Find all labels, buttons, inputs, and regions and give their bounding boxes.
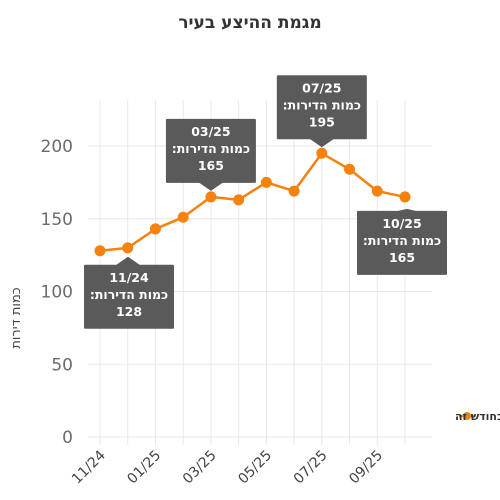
tooltip-label: כמות הדירות: <box>283 97 361 112</box>
tooltip-arrow <box>115 256 141 266</box>
tooltip-label: כמות הדירות: <box>90 287 168 302</box>
legend-label: כמות הדירות המוצעות בחודש זה <box>455 410 500 423</box>
tooltip: 10/25 כמות הדירות: 165 <box>357 208 447 275</box>
y-tick-label: 0 <box>62 428 73 448</box>
x-tick-label: 05/25 <box>235 448 275 488</box>
data-point[interactable] <box>399 191 411 203</box>
series-line <box>99 152 406 253</box>
y-tick-label: 50 <box>51 355 73 375</box>
x-tick-label: 11/24 <box>69 447 109 487</box>
tooltip-box <box>165 118 256 183</box>
data-point[interactable] <box>288 185 300 197</box>
tooltip-box <box>357 210 447 275</box>
tooltip-date: 03/25 <box>191 124 230 139</box>
tooltip: 11/24 כמות הדירות: 128 <box>84 256 174 329</box>
x-tick-label: 09/25 <box>346 448 386 488</box>
tooltip-date: 07/25 <box>302 80 341 95</box>
tooltip-arrow <box>197 181 224 191</box>
tooltip-value: 165 <box>389 250 415 265</box>
tooltips: 11/24 כמות הדירות: 128 03/25 כמות הדירות: 165… <box>84 75 447 329</box>
x-axis-ticks: 11/24 01/25 03/25 05/25 07/25 09/25 <box>69 447 386 487</box>
x-tick-label: 07/25 <box>291 448 331 488</box>
data-point[interactable] <box>149 223 161 235</box>
tooltip-value: 128 <box>116 304 142 319</box>
tooltip-arrow <box>394 208 420 212</box>
tooltip-date: 11/24 <box>109 270 149 285</box>
tooltip-box <box>84 264 174 329</box>
data-point[interactable] <box>371 185 383 197</box>
tooltip-box <box>276 75 367 140</box>
y-tick-label: 200 <box>41 137 73 157</box>
chart-title: מגמת ההיצע בעיר <box>178 13 321 33</box>
x-tick-label: 01/25 <box>124 448 164 488</box>
x-tick-label: 03/25 <box>180 448 220 488</box>
y-tick-label: 150 <box>41 210 73 230</box>
y-axis-label: כמות דירות <box>9 287 24 348</box>
tooltip: 07/25 כמות הדירות: 195 <box>276 75 367 148</box>
tooltip-value: 165 <box>198 158 224 173</box>
data-point[interactable] <box>233 194 245 206</box>
data-point[interactable] <box>177 211 189 223</box>
y-axis-ticks: 0 50 100 150 200 <box>41 137 73 448</box>
data-point[interactable] <box>344 163 356 175</box>
data-point[interactable] <box>205 191 217 203</box>
y-tick-label: 100 <box>41 283 73 303</box>
tooltip-label: כמות הדירות: <box>172 141 250 156</box>
tooltip-label: כמות הדירות: <box>363 233 441 248</box>
tooltip-date: 10/25 <box>382 216 421 231</box>
tooltip-arrow <box>308 138 335 148</box>
legend-marker-icon <box>463 412 471 420</box>
data-point[interactable] <box>260 176 272 188</box>
data-point[interactable] <box>122 242 134 254</box>
data-point[interactable] <box>94 245 106 257</box>
legend[interactable]: כמות הדירות המוצעות בחודש זה <box>455 410 500 423</box>
series-line-group <box>94 147 411 257</box>
tooltip-value: 195 <box>309 114 335 129</box>
data-point[interactable] <box>316 147 328 159</box>
tooltip: 03/25 כמות הדירות: 165 <box>165 118 256 191</box>
